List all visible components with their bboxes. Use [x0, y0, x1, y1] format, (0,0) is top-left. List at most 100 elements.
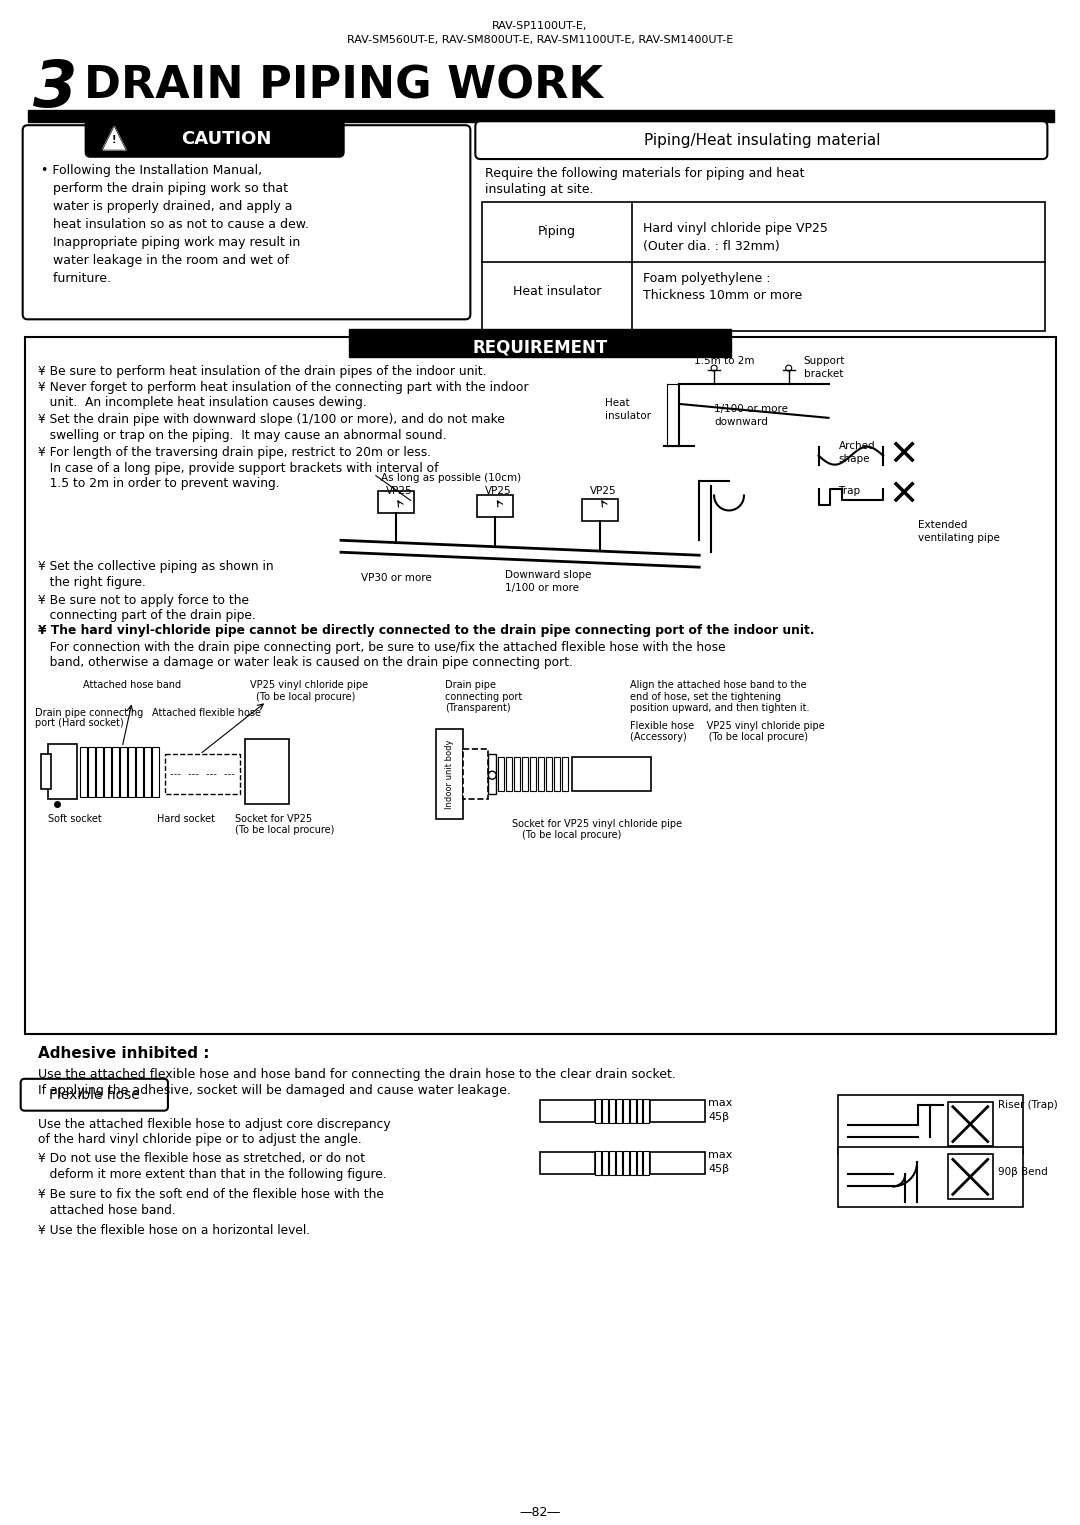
Bar	[48, 744, 78, 799]
Bar	[616, 1098, 622, 1122]
Text: • Following the Installation Manual,: • Following the Installation Manual,	[41, 165, 261, 177]
Bar	[435, 729, 463, 819]
Text: of the hard vinyl chloride pipe or to adjust the angle.: of the hard vinyl chloride pipe or to ad…	[38, 1133, 362, 1145]
Text: (Accessory)       (To be local procure): (Accessory) (To be local procure)	[630, 732, 808, 743]
Text: water leakage in the room and wet of: water leakage in the room and wet of	[41, 253, 288, 267]
Text: 1/100 or more: 1/100 or more	[714, 404, 788, 413]
Bar	[96, 747, 104, 798]
Text: attached hose band.: attached hose band.	[38, 1205, 175, 1217]
Text: Drain pipe connecting: Drain pipe connecting	[35, 708, 143, 718]
Bar	[636, 1098, 643, 1122]
FancyBboxPatch shape	[23, 125, 471, 319]
Bar	[25, 337, 1056, 1034]
Text: (To be local procure): (To be local procure)	[234, 825, 334, 836]
Bar	[838, 1095, 1023, 1154]
Bar	[244, 740, 289, 804]
Text: VP25 vinyl chloride pipe: VP25 vinyl chloride pipe	[249, 680, 367, 689]
Bar	[546, 758, 552, 791]
Text: perform the drain piping work so that: perform the drain piping work so that	[41, 181, 287, 195]
Text: Flexible hose    VP25 vinyl chloride pipe: Flexible hose VP25 vinyl chloride pipe	[630, 721, 824, 732]
Bar	[622, 1098, 629, 1122]
Text: max: max	[708, 1150, 732, 1161]
Bar	[144, 747, 151, 798]
Bar	[650, 1100, 705, 1121]
Text: Flexible hose: Flexible hose	[49, 1087, 139, 1101]
Text: band, otherwise a damage or water leak is caused on the drain pipe connecting po: band, otherwise a damage or water leak i…	[38, 656, 572, 669]
Text: Use the attached flexible hose and hose band for connecting the drain hose to th: Use the attached flexible hose and hose …	[38, 1068, 675, 1081]
Text: ¥ Do not use the flexible hose as stretched, or do not: ¥ Do not use the flexible hose as stretc…	[38, 1153, 365, 1165]
Text: ¥ Be sure to perform heat insulation of the drain pipes of the indoor unit.: ¥ Be sure to perform heat insulation of …	[38, 364, 486, 378]
Text: furniture.: furniture.	[41, 271, 110, 285]
Text: (To be local procure): (To be local procure)	[256, 692, 355, 702]
Text: VP30 or more: VP30 or more	[361, 573, 432, 583]
Text: heat insulation so as not to cause a dew.: heat insulation so as not to cause a dew…	[41, 218, 309, 230]
Text: As long as possible (10cm): As long as possible (10cm)	[381, 473, 521, 482]
Text: RAV-SM560UT-E, RAV-SM800UT-E, RAV-SM1100UT-E, RAV-SM1400UT-E: RAV-SM560UT-E, RAV-SM800UT-E, RAV-SM1100…	[347, 35, 733, 44]
Text: !: !	[112, 136, 117, 145]
Bar	[609, 1151, 615, 1176]
Text: max: max	[708, 1098, 732, 1107]
Bar	[571, 758, 651, 791]
Text: connecting part of the drain pipe.: connecting part of the drain pipe.	[38, 610, 255, 622]
Bar	[120, 747, 127, 798]
Text: Foam polyethylene :: Foam polyethylene :	[644, 271, 771, 285]
Text: Hard socket: Hard socket	[157, 814, 215, 824]
Bar	[636, 1151, 643, 1176]
Text: bracket: bracket	[804, 369, 843, 380]
Text: ¥ Be sure not to apply force to the: ¥ Be sure not to apply force to the	[38, 595, 248, 607]
Text: Trap: Trap	[838, 485, 861, 496]
Text: Support: Support	[804, 357, 845, 366]
Text: —82―: —82―	[519, 1505, 561, 1519]
Bar	[644, 1151, 649, 1176]
Bar	[595, 1098, 600, 1122]
Text: CAUTION: CAUTION	[181, 130, 272, 148]
Text: 1.5m to 2m: 1.5m to 2m	[694, 357, 755, 366]
Bar	[477, 496, 513, 517]
Bar	[540, 1153, 595, 1174]
Text: Downward slope: Downward slope	[505, 570, 592, 580]
Text: 3: 3	[32, 58, 77, 119]
Text: Drain pipe: Drain pipe	[445, 680, 497, 689]
Bar	[112, 747, 119, 798]
Bar	[630, 1098, 635, 1122]
Text: Thickness 10mm or more: Thickness 10mm or more	[644, 290, 802, 302]
Bar	[616, 1151, 622, 1176]
Text: DRAIN PIPING WORK: DRAIN PIPING WORK	[84, 64, 604, 107]
FancyBboxPatch shape	[85, 117, 345, 157]
Bar	[609, 1098, 615, 1122]
Text: 90β Bend: 90β Bend	[998, 1168, 1048, 1177]
Text: Indoor unit body: Indoor unit body	[445, 740, 454, 808]
Bar	[602, 1098, 608, 1122]
Bar	[41, 755, 51, 788]
Bar	[582, 499, 618, 522]
Text: ¥ Set the drain pipe with downward slope (1/100 or more), and do not make: ¥ Set the drain pipe with downward slope…	[38, 413, 504, 427]
Bar	[28, 110, 1054, 122]
Text: 1.5 to 2m in order to prevent waving.: 1.5 to 2m in order to prevent waving.	[38, 477, 280, 490]
Bar	[488, 755, 496, 795]
Text: Align the attached hose band to the: Align the attached hose band to the	[630, 680, 806, 689]
Text: unit.  An incomplete heat insulation causes dewing.: unit. An incomplete heat insulation caus…	[38, 396, 366, 409]
Bar	[522, 758, 528, 791]
Text: deform it more extent than that in the following figure.: deform it more extent than that in the f…	[38, 1168, 387, 1182]
Bar	[152, 747, 159, 798]
Text: Heat insulator: Heat insulator	[513, 285, 602, 297]
Bar	[498, 758, 504, 791]
Text: Socket for VP25 vinyl chloride pipe: Socket for VP25 vinyl chloride pipe	[512, 819, 683, 830]
Bar	[165, 755, 240, 795]
Text: Soft socket: Soft socket	[48, 814, 102, 824]
Bar	[514, 758, 521, 791]
Text: RAV-SP1100UT-E,: RAV-SP1100UT-E,	[492, 21, 588, 30]
FancyBboxPatch shape	[21, 1078, 167, 1110]
Bar	[463, 749, 488, 799]
Text: insulator: insulator	[605, 410, 650, 421]
Text: Inappropriate piping work may result in: Inappropriate piping work may result in	[41, 236, 300, 249]
Text: Attached hose band: Attached hose band	[83, 680, 181, 689]
Text: VP25: VP25	[485, 485, 512, 496]
Text: Hard vinyl chloride pipe VP25: Hard vinyl chloride pipe VP25	[644, 221, 828, 235]
Text: In case of a long pipe, provide support brackets with interval of: In case of a long pipe, provide support …	[38, 462, 438, 474]
Bar	[838, 1147, 1023, 1208]
Text: ¥ Be sure to fix the soft end of the flexible hose with the: ¥ Be sure to fix the soft end of the fle…	[38, 1188, 383, 1202]
Bar	[650, 1153, 705, 1174]
Bar	[136, 747, 143, 798]
Text: the right figure.: the right figure.	[38, 575, 146, 589]
